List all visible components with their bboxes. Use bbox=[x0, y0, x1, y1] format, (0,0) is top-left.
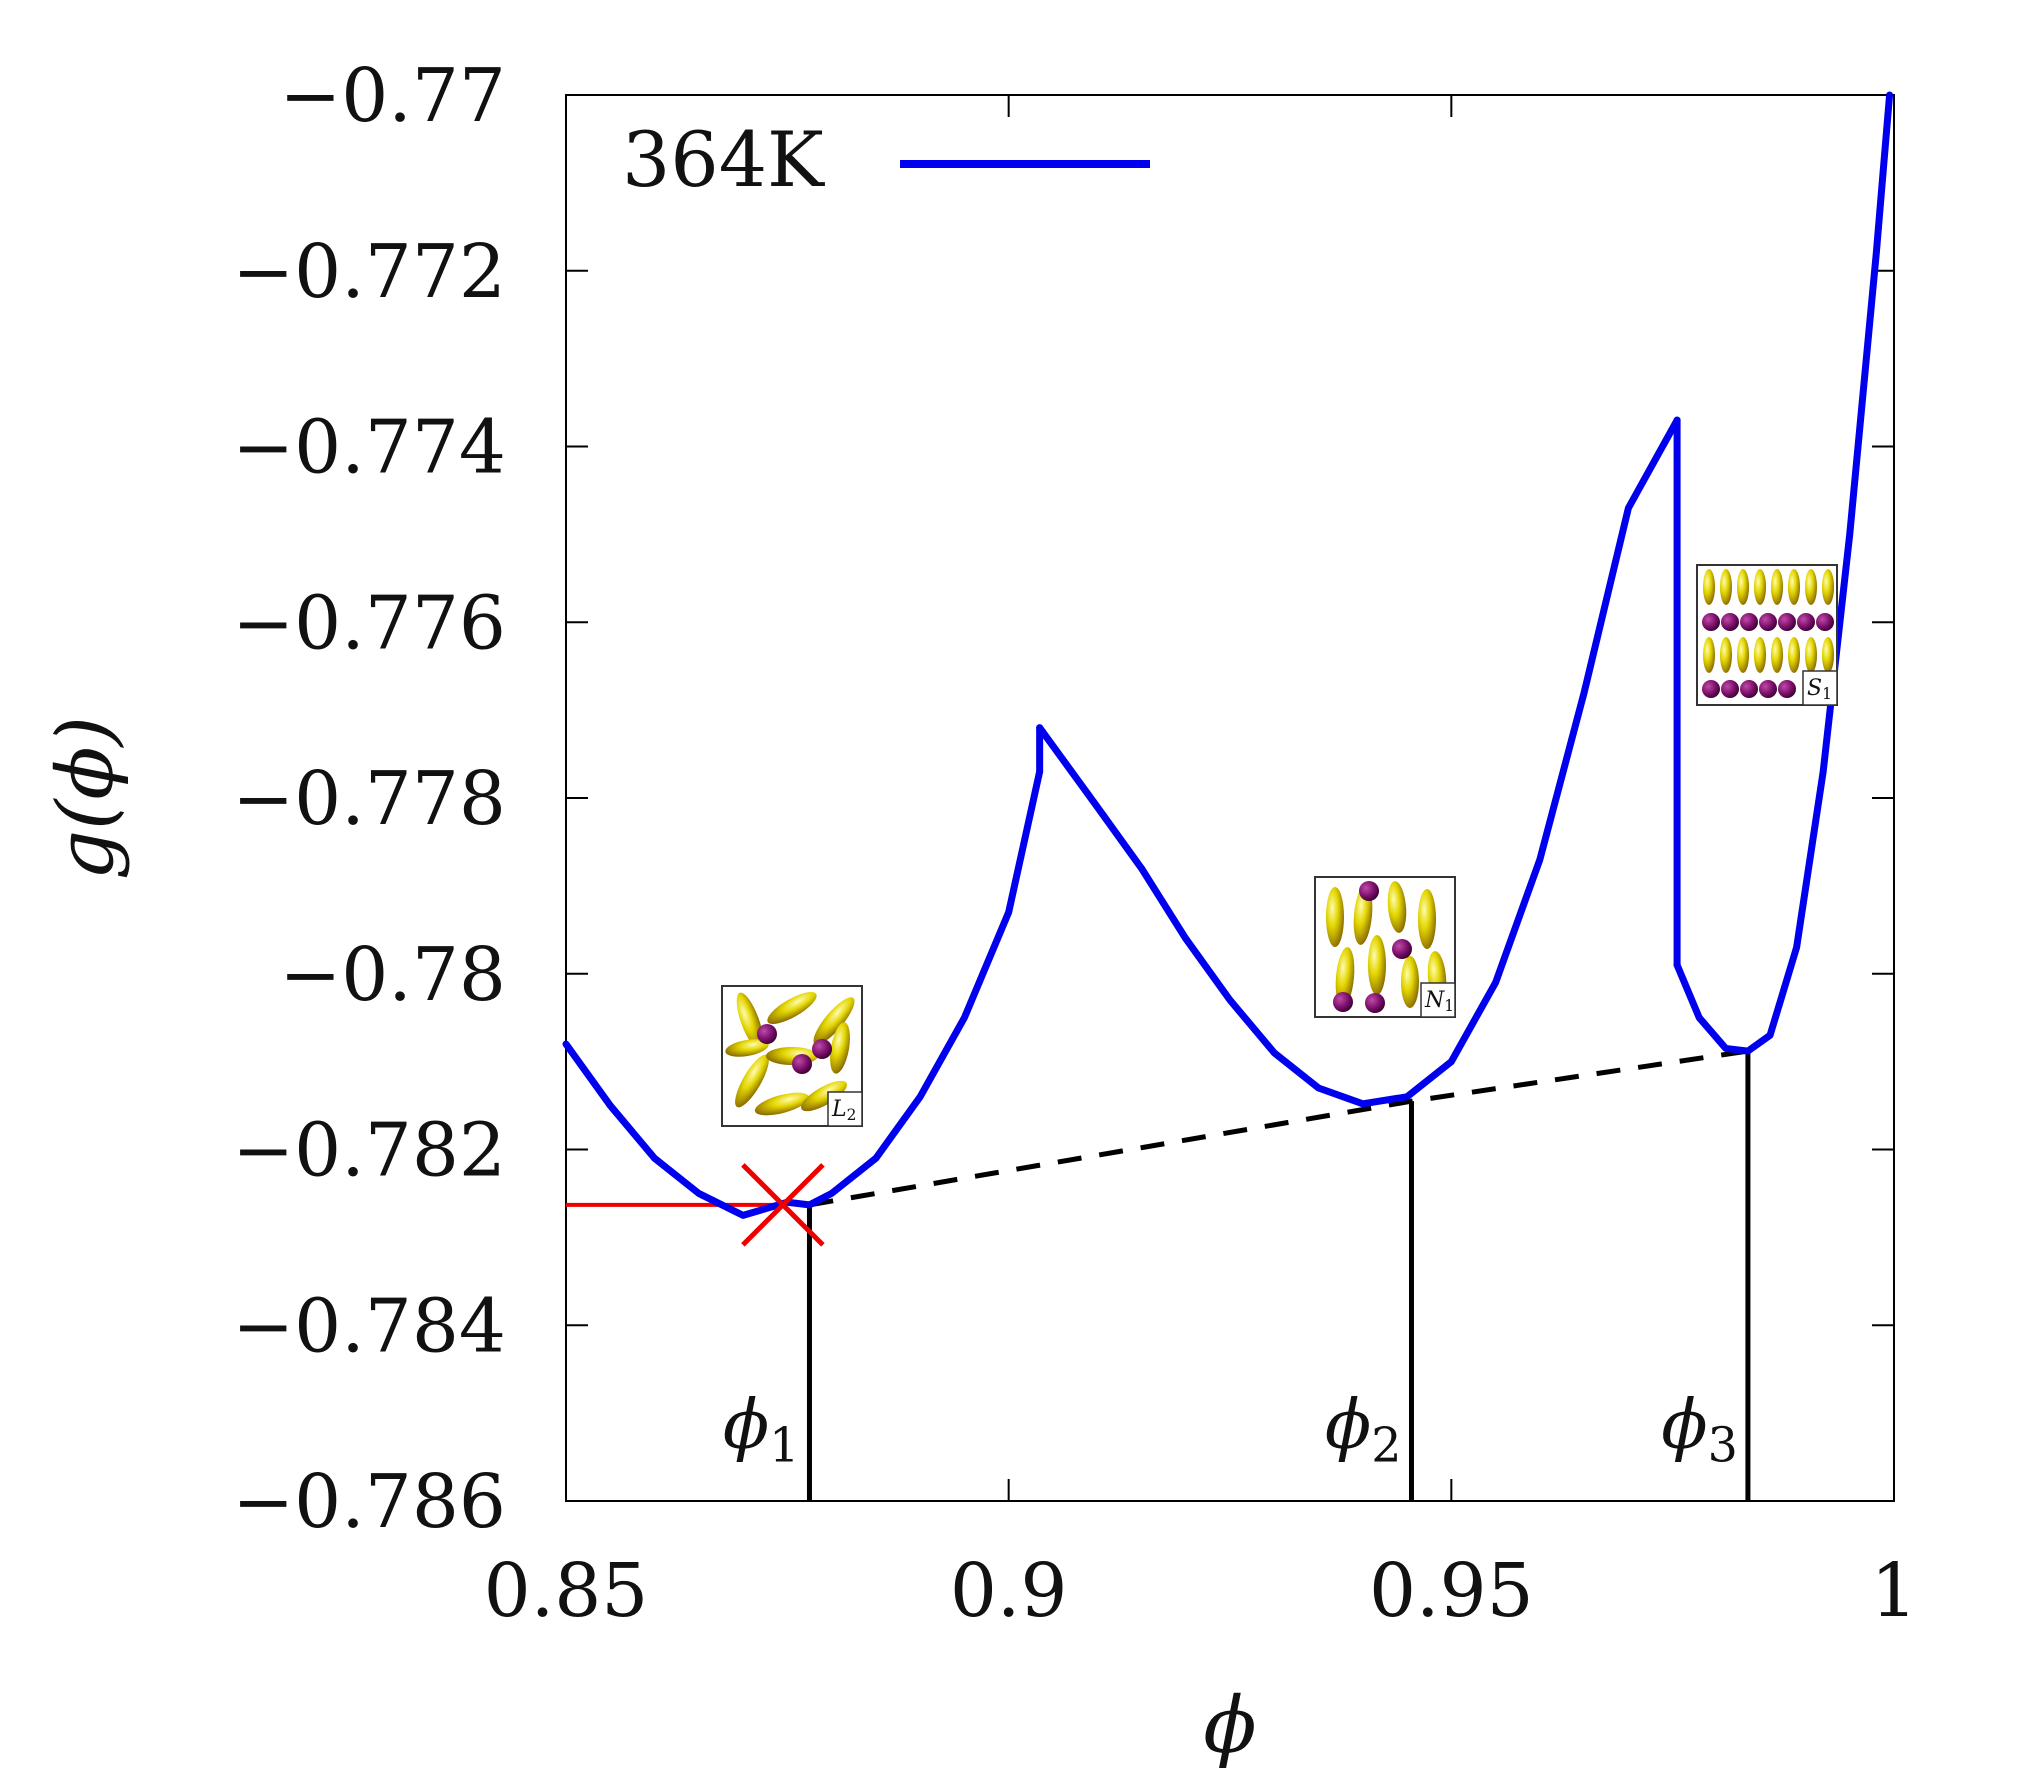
x-tick-label: 1 bbox=[1870, 1548, 1917, 1634]
ellipsoid-icon bbox=[830, 1022, 850, 1074]
phase-label: ϕ3 bbox=[1661, 1386, 1738, 1473]
ellipsoid-icon bbox=[1401, 956, 1419, 1008]
ellipsoid-icon bbox=[767, 991, 817, 1025]
sphere-icon bbox=[1721, 613, 1739, 631]
inset-label-box bbox=[1420, 982, 1456, 1018]
y-tick-label: −0.77 bbox=[279, 53, 506, 139]
red-cross-marker bbox=[741, 1163, 825, 1247]
x-tick-label: 0.85 bbox=[484, 1548, 649, 1634]
y-tick-label: −0.774 bbox=[232, 405, 506, 491]
ellipsoid-icon bbox=[1418, 889, 1436, 949]
ellipsoid-icon bbox=[1720, 569, 1732, 605]
sphere-icon bbox=[812, 1039, 832, 1059]
ellipsoid-icon bbox=[736, 992, 764, 1050]
phase-label: ϕ2 bbox=[1325, 1386, 1402, 1473]
sphere-icon bbox=[1759, 613, 1777, 631]
sphere-icon bbox=[1702, 680, 1720, 698]
phase-inset-smectic: S1 bbox=[1696, 564, 1838, 706]
series-line bbox=[562, 768, 1044, 1219]
ellipsoid-icon bbox=[1805, 569, 1817, 605]
sphere-icon bbox=[1333, 992, 1353, 1012]
y-tick-label: −0.776 bbox=[232, 580, 506, 666]
phase-inset-isotropic: L2 bbox=[721, 985, 863, 1127]
y-tick-label: −0.784 bbox=[232, 1283, 506, 1369]
sphere-icon bbox=[1759, 680, 1777, 698]
sphere-icon bbox=[1778, 613, 1796, 631]
ellipsoid-icon bbox=[1822, 637, 1834, 673]
ellipsoid-icon bbox=[1788, 637, 1800, 673]
inset-label-box bbox=[827, 1091, 863, 1127]
ellipsoid-icon bbox=[1703, 637, 1715, 673]
sphere-icon bbox=[1359, 881, 1379, 901]
ellipsoid-icon bbox=[1335, 947, 1355, 1007]
common-tangent-line bbox=[809, 1048, 1749, 1208]
sphere-icon bbox=[1392, 939, 1412, 959]
y-tick-label: −0.772 bbox=[232, 229, 506, 315]
sphere-icon bbox=[792, 1054, 812, 1074]
ellipsoid-icon bbox=[1822, 569, 1834, 605]
legend-label: 364K bbox=[622, 115, 825, 204]
y-tick-label: −0.782 bbox=[232, 1108, 506, 1194]
y-tick-label: −0.778 bbox=[232, 756, 506, 842]
inset-label: L2 bbox=[831, 1097, 856, 1124]
series-line bbox=[1673, 91, 1894, 1055]
ellipsoid-icon bbox=[1368, 935, 1386, 995]
ellipsoid-icon bbox=[1771, 569, 1783, 605]
x-axis-label: ϕ bbox=[1203, 1681, 1256, 1771]
ellipsoid-icon bbox=[1326, 887, 1344, 947]
y-axis-label: g(ϕ) bbox=[41, 716, 131, 880]
sphere-icon bbox=[1740, 613, 1758, 631]
inset-label-box bbox=[1802, 670, 1838, 706]
x-tick-label: 0.9 bbox=[950, 1548, 1068, 1634]
y-tick-label: −0.786 bbox=[232, 1459, 506, 1545]
ellipsoid-icon bbox=[1788, 569, 1800, 605]
ellipsoid-icon bbox=[1387, 881, 1407, 933]
ellipsoid-icon bbox=[1703, 569, 1715, 605]
ellipsoid-icon bbox=[1737, 569, 1749, 605]
y-tick-label: −0.78 bbox=[279, 932, 506, 1018]
plot-frame bbox=[565, 94, 1895, 1502]
sphere-icon bbox=[1778, 680, 1796, 698]
series-line bbox=[1036, 416, 1681, 1108]
ellipsoid-icon bbox=[1720, 637, 1732, 673]
x-tick-label: 0.95 bbox=[1369, 1548, 1534, 1634]
phase-label: ϕ1 bbox=[723, 1386, 800, 1473]
ellipsoid-icon bbox=[754, 1092, 810, 1116]
sphere-icon bbox=[1797, 613, 1815, 631]
ellipsoid-icon bbox=[813, 997, 855, 1045]
ellipsoid-icon bbox=[1771, 637, 1783, 673]
sphere-icon bbox=[1365, 993, 1385, 1013]
sphere-icon bbox=[1721, 680, 1739, 698]
sphere-icon bbox=[1702, 613, 1720, 631]
inset-label: S1 bbox=[1807, 676, 1832, 703]
ellipsoid-icon bbox=[1805, 637, 1817, 673]
sphere-icon bbox=[757, 1024, 777, 1044]
ellipsoid-icon bbox=[1754, 569, 1766, 605]
ellipsoid-icon bbox=[1737, 637, 1749, 673]
marker-stroke bbox=[741, 1163, 825, 1247]
ellipsoid-icon bbox=[725, 1039, 769, 1057]
inset-label: N1 bbox=[1424, 988, 1454, 1015]
phase-inset-nematic: N1 bbox=[1314, 876, 1456, 1018]
ellipsoid-icon bbox=[735, 1054, 769, 1108]
ellipsoid-icon bbox=[801, 1080, 847, 1112]
ellipsoid-icon bbox=[1754, 637, 1766, 673]
sphere-icon bbox=[1816, 613, 1834, 631]
sphere-icon bbox=[1740, 680, 1758, 698]
